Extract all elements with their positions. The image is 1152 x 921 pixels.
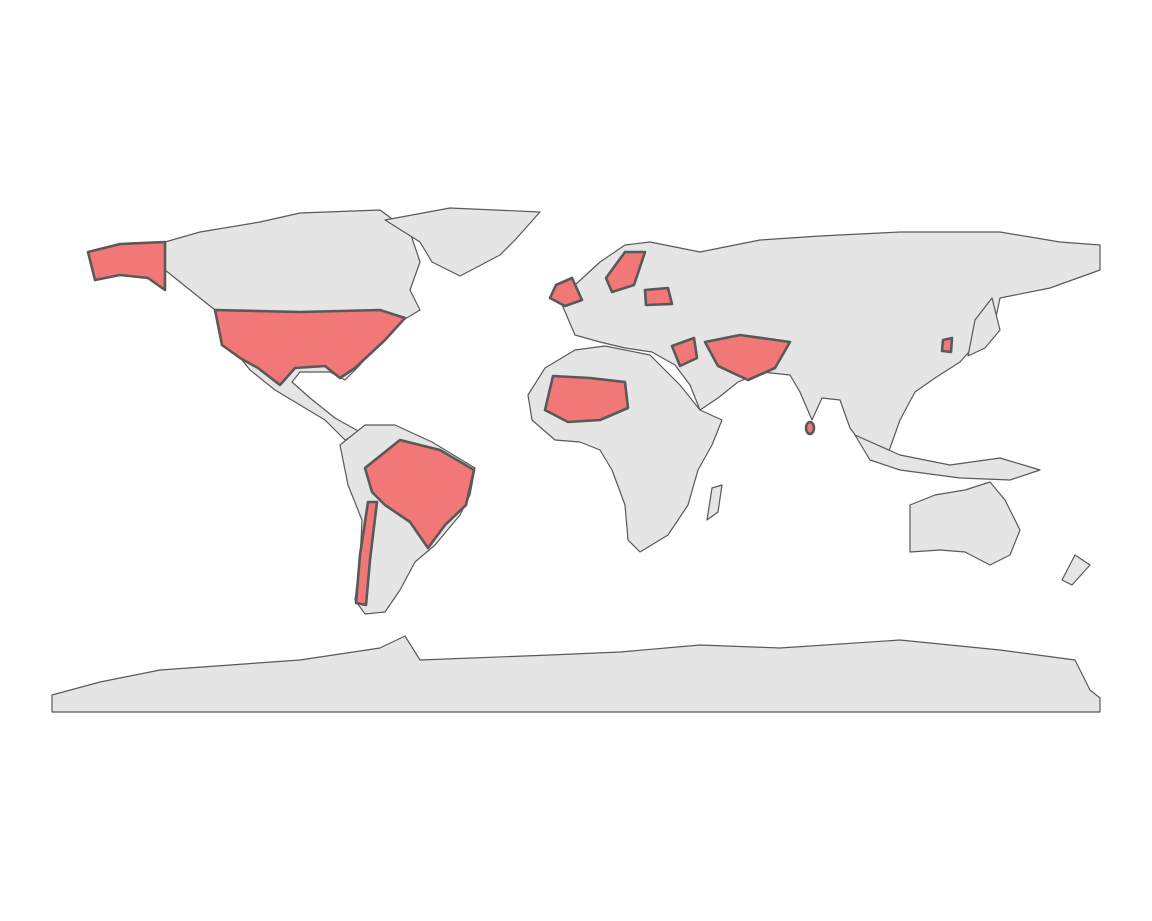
antarctica (51, 635, 1101, 713)
japan (967, 297, 1001, 357)
country (940, 336, 954, 354)
country (703, 333, 792, 382)
land (51, 207, 1101, 713)
country (543, 374, 630, 424)
highlighted-countries (86, 240, 954, 607)
country (354, 500, 379, 607)
madagascar (706, 484, 723, 521)
indonesia (854, 434, 1041, 481)
country (548, 276, 584, 308)
country (804, 420, 816, 436)
country (643, 286, 674, 307)
country (86, 240, 167, 292)
eurasia (559, 231, 1101, 463)
new-zealand (1061, 554, 1091, 586)
country (670, 336, 699, 368)
greenland (384, 207, 541, 277)
country (213, 308, 407, 387)
country (363, 438, 476, 550)
australia (909, 481, 1021, 566)
country (604, 250, 647, 294)
